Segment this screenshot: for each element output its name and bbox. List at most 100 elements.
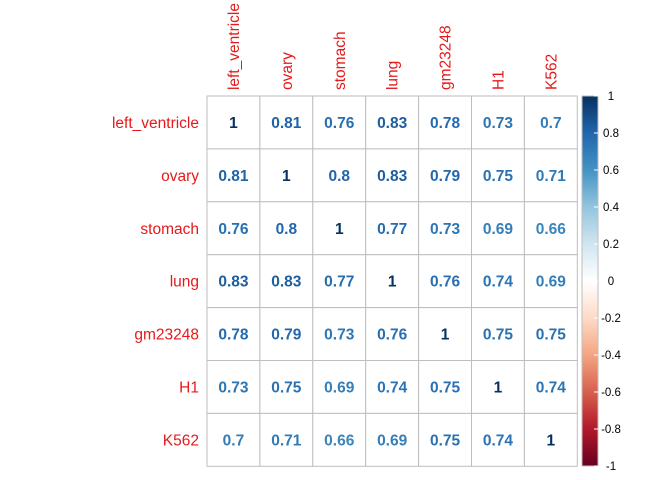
- cell-value-label: 0.81: [271, 115, 302, 132]
- heatmap-cell: [365, 412, 420, 467]
- cell-value-label: 1: [494, 379, 503, 396]
- cell-value-label: 0.83: [218, 274, 249, 291]
- cell-value-label: 1: [441, 327, 450, 344]
- heatmap-cell: [471, 412, 525, 467]
- cell-value-label: 0.73: [430, 221, 461, 238]
- cell-value-label: 0.69: [536, 274, 567, 291]
- heatmap-cell: [206, 412, 261, 467]
- cell-value-label: 0.76: [218, 221, 249, 238]
- cell-value-label: 0.75: [430, 432, 461, 449]
- cell-value-label: 0.74: [377, 379, 408, 396]
- colorbar-tick-label: -0.4: [601, 350, 621, 362]
- heatmap-cell: [418, 412, 473, 467]
- cell-value-label: 0.8: [276, 221, 298, 238]
- cell-value-label: 0.66: [324, 432, 355, 449]
- cell-value-label: 0.73: [218, 379, 249, 396]
- colorbar-tick-label: 0.4: [603, 202, 620, 214]
- cell-value-label: 0.78: [430, 115, 461, 132]
- cell-value-label: 0.7: [223, 432, 245, 449]
- heatmap-cell: [523, 254, 578, 309]
- cell-value-label: 0.75: [483, 327, 514, 344]
- heatmap-cell: [312, 201, 367, 256]
- heatmap-cell: [365, 201, 420, 256]
- heatmap-cell: [259, 412, 314, 467]
- row-label: ovary: [161, 168, 199, 185]
- column-label: gm23248: [438, 25, 455, 90]
- column-label: left_ventricle: [226, 3, 243, 90]
- heatmap-cell: [312, 254, 367, 309]
- cell-value-label: 0.83: [271, 274, 302, 291]
- column-label: K562: [543, 54, 560, 90]
- heatmap-cell: [365, 254, 420, 309]
- cell-value-label: 0.79: [271, 327, 302, 344]
- heatmap-cell: [523, 95, 578, 150]
- column-label: lung: [385, 61, 402, 90]
- cell-value-label: 0.75: [536, 327, 567, 344]
- cell-value-label: 1: [388, 274, 397, 291]
- colorbar-tick-label: 0: [608, 276, 614, 288]
- cell-value-label: 0.75: [430, 379, 461, 396]
- cell-value-label: 0.69: [377, 432, 408, 449]
- colorbar-tick-label: -1: [606, 461, 616, 473]
- cell-value-label: 0.75: [483, 168, 514, 185]
- heatmap-cell: [206, 201, 261, 256]
- heatmap-cell: [523, 148, 578, 203]
- colorbar-tick-label: -0.8: [601, 424, 621, 436]
- cell-value-label: 0.66: [536, 221, 567, 238]
- heatmap-cell: [312, 360, 367, 414]
- colorbar-tick-label: 1: [608, 91, 614, 103]
- row-label: H1: [179, 379, 199, 396]
- heatmap-cell: [206, 148, 261, 203]
- column-label: H1: [490, 70, 507, 90]
- heatmap-cell: [312, 412, 367, 467]
- cell-value-label: 0.81: [218, 168, 249, 185]
- heatmap-cells: 1 0.81 0.76 0.83 0.78 0.73 0.70.81 1 0.8 0.83 0.79…: [206, 95, 578, 467]
- row-label: stomach: [140, 221, 199, 238]
- heatmap-cell: [259, 95, 314, 150]
- heatmap-cell: [523, 201, 578, 256]
- row-label: gm23248: [134, 327, 199, 344]
- heatmap-cell: [206, 254, 261, 309]
- heatmap-cell: [259, 201, 314, 256]
- cell-value-label: 0.7: [540, 115, 562, 132]
- row-label: K562: [163, 432, 199, 449]
- cell-value-label: 0.71: [536, 168, 567, 185]
- heatmap-cell: [471, 360, 525, 414]
- heatmap-cell: [312, 95, 367, 150]
- heatmap-cell: [418, 148, 473, 203]
- cell-value-label: 1: [547, 432, 556, 449]
- cell-value-label: 0.77: [324, 274, 354, 291]
- heatmap-cell: [471, 148, 525, 203]
- cell-value-label: 1: [335, 221, 344, 238]
- cell-value-label: 0.83: [377, 115, 408, 132]
- cell-value-label: 0.74: [483, 274, 514, 291]
- cell-value-label: 0.74: [483, 432, 514, 449]
- heatmap-cell: [312, 307, 367, 362]
- cell-value-label: 0.76: [324, 115, 355, 132]
- cell-value-label: 0.75: [271, 379, 302, 396]
- heatmap-cell: [259, 307, 314, 362]
- cell-value-label: 1: [282, 168, 291, 185]
- cell-value-label: 0.77: [377, 221, 407, 238]
- colorbar-tick-label: -0.6: [601, 387, 621, 399]
- column-label: ovary: [279, 52, 296, 90]
- cell-value-label: 0.79: [430, 168, 461, 185]
- heatmap-cell: [418, 254, 473, 309]
- cell-value-label: 0.73: [483, 115, 514, 132]
- heatmap-cell: [259, 254, 314, 309]
- heatmap-cell: [523, 307, 578, 362]
- cell-value-label: 0.74: [536, 379, 567, 396]
- colorbar-tick-label: 0.8: [603, 128, 619, 140]
- cell-value-label: 0.71: [271, 432, 302, 449]
- column-label: stomach: [332, 31, 349, 90]
- cell-value-label: 0.83: [377, 168, 408, 185]
- colorbar-tick-label: 0.2: [603, 239, 619, 251]
- colorbar: 1 0.8 0.6 0.4 0.2 0 -0.2 -0.4 -0.6 -0.8 -1: [581, 91, 622, 473]
- cell-value-label: 0.78: [218, 327, 249, 344]
- cell-value-label: 1: [229, 115, 238, 132]
- cell-value-label: 0.8: [328, 168, 350, 185]
- cell-value-label: 0.69: [324, 379, 355, 396]
